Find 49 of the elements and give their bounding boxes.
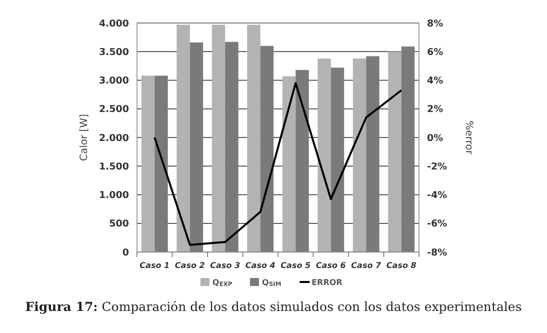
y-tick-label: 4.000 (98, 18, 130, 30)
y2-tick-label: -2% (427, 161, 448, 172)
y2-tick-label: 8% (427, 18, 444, 30)
x-tick-label: Caso 7 (351, 261, 382, 270)
bar (401, 46, 415, 252)
bar (296, 70, 309, 252)
x-tick-label: Caso 4 (245, 261, 276, 270)
legend-label: Q$_{EXP}$ (212, 278, 233, 288)
y-tick-label: 2.000 (98, 132, 130, 144)
bar (282, 76, 296, 252)
bar (318, 58, 331, 252)
y2-tick-label: 6% (427, 46, 444, 58)
bar (212, 24, 226, 252)
y2-axis-title: %error (463, 120, 474, 156)
y-tick-label: 3.000 (98, 76, 130, 87)
line-series (154, 82, 402, 246)
bar (247, 24, 260, 252)
y2-tick-label: 0% (427, 132, 444, 144)
bar (352, 58, 366, 252)
y-tick-label: 2.500 (98, 104, 130, 116)
x-tick-label: Caso 2 (174, 261, 206, 270)
y2-tick-label: -6% (427, 218, 448, 230)
bar (154, 76, 168, 252)
legend-label: Q$_{SIM}$ (262, 278, 282, 288)
y-tick-label: 500 (109, 218, 130, 230)
bar (388, 52, 402, 252)
y-tick-label: 1.000 (98, 190, 130, 202)
bar (330, 68, 344, 252)
x-tick-label: Caso 8 (386, 261, 417, 270)
y-tick-label: 1.500 (98, 161, 130, 172)
y2-tick-label: 2% (427, 104, 444, 116)
bar (190, 42, 204, 252)
bar (141, 76, 155, 252)
bar (176, 24, 190, 252)
y-tick-label: 0 (122, 247, 130, 258)
y2-tick-label: -8% (427, 247, 448, 258)
x-tick-label: Caso 3 (210, 261, 240, 270)
bar (260, 46, 274, 252)
y2-tick-label: -4% (427, 190, 448, 202)
text: Figura 17: Comparación de los datos simulados con los datos experimentales (25, 299, 522, 314)
bar (366, 56, 380, 252)
y-tick-label: 3.500 (98, 46, 130, 58)
y2-tick-label: 4% (427, 76, 444, 87)
bar (225, 42, 238, 252)
legend-label: ERROR (312, 278, 342, 287)
x-tick-label: Caso 6 (316, 261, 346, 270)
y-axis-title: Calor [W] (79, 114, 90, 161)
x-tick-label: Caso 1 (140, 261, 170, 270)
x-tick-label: Caso 5 (280, 261, 311, 270)
